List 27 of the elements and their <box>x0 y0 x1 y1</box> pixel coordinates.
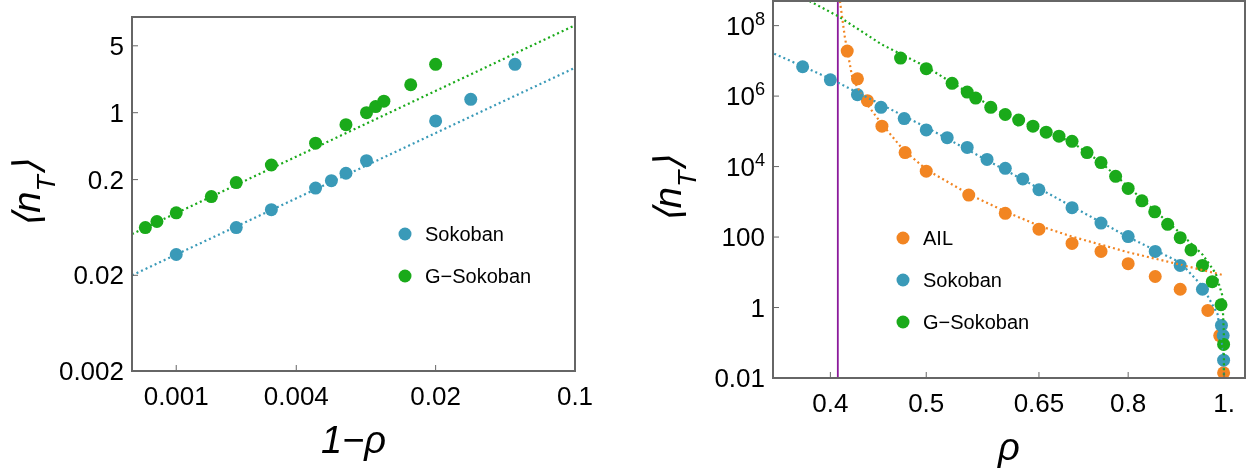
legend-label: AIL <box>923 227 954 249</box>
y-tick-label: 10$^{4}$ <box>725 149 765 182</box>
x-tick-label: 1. <box>1213 388 1235 418</box>
legend-label: Sokoban <box>425 223 504 245</box>
x-axis-title: 1−ρ <box>320 419 387 461</box>
y-tick-label: 100 <box>721 222 765 253</box>
legend-label: G−Sokoban <box>425 265 532 287</box>
y-tick-label: 1 <box>109 97 124 128</box>
y-tick-label: 1 <box>750 292 765 323</box>
x-tick-label: 0.5 <box>908 388 945 418</box>
y-tick-label: 0.01 <box>714 363 765 393</box>
y-tick-label: 0.2 <box>87 164 124 195</box>
legend-label: G−Sokoban <box>923 311 1030 333</box>
x-tick-label: 0.001 <box>143 381 209 411</box>
x-tick-label: 0.1 <box>556 381 594 411</box>
y-tick-label: 10$^{8}$ <box>725 8 765 41</box>
y-tick-label: 0.02 <box>73 260 124 291</box>
x-tick-label: 0.02 <box>410 381 461 411</box>
y-tick-label: 5 <box>109 30 124 61</box>
y-tick-label: 10$^{6}$ <box>725 79 765 112</box>
x-tick-label: 0.004 <box>263 381 329 411</box>
x-axis-title: ρ <box>997 426 1020 468</box>
x-tick-label: 0.4 <box>812 388 849 418</box>
x-tick-label: 0.8 <box>1110 388 1147 418</box>
y-tick-label: 0.002 <box>58 356 124 386</box>
x-tick-label: 0.65 <box>1013 388 1065 418</box>
legend-label: Sokoban <box>923 269 1002 291</box>
